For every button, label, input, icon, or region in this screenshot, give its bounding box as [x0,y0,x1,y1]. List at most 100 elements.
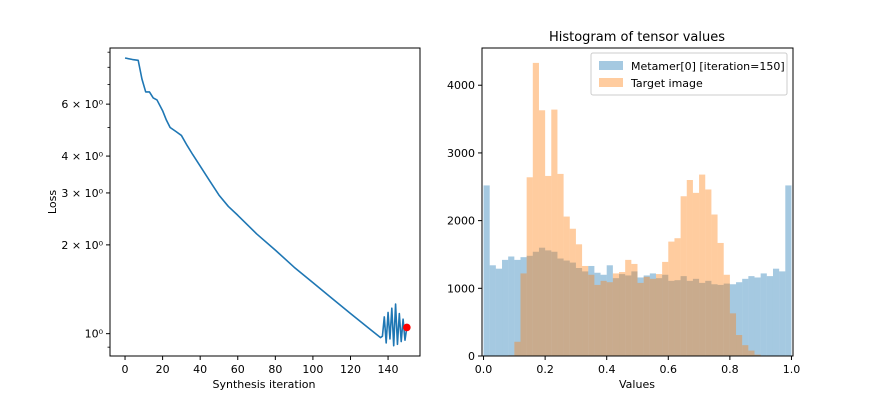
metamer-bar [483,185,490,356]
target-bar [655,274,663,356]
target-bar [545,175,552,356]
current-iteration-marker [403,323,411,332]
target-bar [612,273,620,356]
legend-box [590,52,788,96]
target-bar [582,265,589,356]
metamer-bar [655,278,663,356]
metamer-bar [649,273,656,356]
legend-label: Metamer[0] [iteration=150] [631,60,785,73]
metamer-bar [686,280,693,356]
target-bar [588,274,595,356]
target-bar [619,272,626,356]
target-bar [631,263,638,356]
target-bar [594,284,601,356]
legend-swatch [599,78,623,87]
metamer-bar [674,280,681,356]
target-bar [748,350,755,356]
target-bar [711,214,718,356]
loss-line [124,57,408,347]
target-bar [674,238,681,356]
metamer-bar [538,247,546,356]
metamer-bar [723,283,730,356]
metamer-bar [575,268,583,356]
metamer-bar [705,280,712,356]
metamer-bar [754,277,761,356]
metamer-bar [760,273,767,356]
target-bar [532,62,539,356]
metamer-bar [532,251,539,356]
metamer-bar [631,271,638,356]
loss-xtick-label: 0 [122,363,129,376]
target-bar [625,259,632,356]
histogram-plot: Histogram of tensor values Values 0.0 0.2… [447,30,800,391]
loss-ytick-label: 3 × 10⁰ [61,187,103,200]
loss-ytick-label: 2 × 10⁰ [61,239,103,252]
metamer-bar [557,258,564,356]
loss-xtick-label: 100 [302,363,323,376]
target-bar [686,180,693,356]
loss-axes-frame [109,47,421,357]
metamer-bar [612,278,620,356]
metamer-bar [582,271,589,356]
metamer-bar [508,256,515,356]
legend-label: Target image [630,77,703,90]
target-bar [557,173,564,356]
metamer-bar [489,265,496,356]
metamer-bar [600,274,607,356]
target-bar [514,341,521,356]
metamer-bar [668,280,675,356]
loss-xtick-label: 40 [193,363,207,376]
metamer-bar [588,265,595,356]
target-bar [736,335,743,356]
target-bar [705,189,712,356]
metamer-bar [625,275,632,356]
metamer-bar [742,278,749,356]
metamer-bar [637,277,644,356]
histogram-ytick-label: 2000 [447,215,475,228]
loss-ytick-label: 4 × 10⁰ [61,150,103,163]
histogram-xtick-label: 0.4 [598,363,616,376]
metamer-bar [766,276,773,356]
target-bar [551,109,558,356]
target-bar [692,192,700,356]
metamer-bar [619,274,626,356]
metamer-bar [643,275,650,356]
target-bar [538,110,546,356]
loss-plot-area [110,48,420,356]
metamer-bar [785,185,792,356]
target-bar [569,228,576,356]
loss-xtick-label: 120 [340,363,361,376]
metamer-bar [692,278,700,356]
legend-swatch [599,61,623,70]
target-bar [742,345,749,356]
target-bar [575,244,583,356]
metamer-bar [606,265,613,356]
histogram-ytick-label: 0 [468,350,475,363]
metamer-bar [772,268,780,356]
histogram-xlabel: Values [619,378,655,391]
metamer-bar [748,276,755,356]
histogram-xtick-label: 0.6 [660,363,678,376]
histogram-xtick-label: 0.2 [536,363,554,376]
target-bar [723,274,730,356]
metamer-bar [729,284,737,356]
target-bar [526,177,533,356]
histogram-ytick-label: 1000 [447,282,475,295]
histogram-ytick-label: 4000 [447,79,475,92]
metamer-bar [736,282,743,356]
histogram-axes-frame [481,47,794,357]
metamer-bar [545,250,552,356]
target-bar [699,174,706,356]
metamer-bar [594,272,601,356]
metamer-bar [717,284,724,356]
histogram-ytick-label: 3000 [447,147,475,160]
histogram-plot-area [482,48,793,356]
histogram-xtick-label: 0.0 [475,363,493,376]
loss-ytick-label: 10⁰ [85,328,104,341]
metamer-bar [779,271,786,356]
target-bar [680,196,687,356]
target-bar [563,216,570,356]
target-bar [717,242,724,356]
target-bar [600,280,607,356]
